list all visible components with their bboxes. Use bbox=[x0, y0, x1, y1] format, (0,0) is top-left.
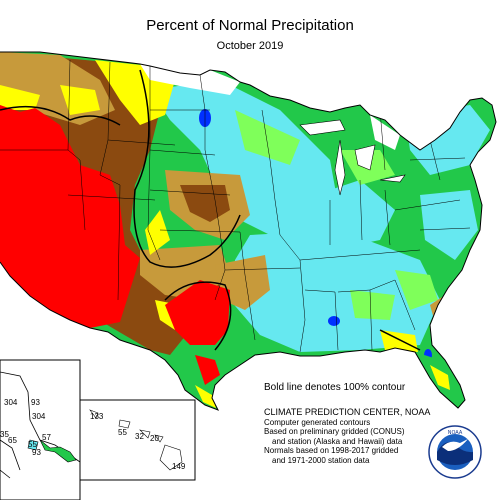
svg-text:NOAA: NOAA bbox=[448, 430, 463, 436]
map-subtitle: October 2019 bbox=[216, 40, 284, 52]
alaska-value: 304 bbox=[4, 398, 18, 407]
alaska-inset bbox=[0, 359, 81, 500]
map-title: Percent of Normal Precipitation bbox=[146, 17, 354, 34]
noaa-logo: NOAA bbox=[428, 425, 482, 479]
alaska-value: 304 bbox=[32, 412, 46, 421]
great-lakes bbox=[299, 119, 406, 196]
credit-line: Computer generated contours bbox=[264, 417, 371, 427]
contour-100 bbox=[0, 69, 421, 351]
credit-line: Normals based on 1998-2017 gridded bbox=[264, 446, 399, 455]
hawaii-value: 55 bbox=[118, 428, 127, 437]
credit-line: CLIMATE PREDICTION CENTER, NOAA bbox=[264, 407, 431, 417]
hawaii-value: 149 bbox=[172, 462, 186, 471]
credits-block: CLIMATE PREDICTION CENTER, NOAA Computer… bbox=[264, 407, 431, 465]
contour-note: Bold line denotes 100% contour bbox=[264, 382, 406, 393]
alaska-value: 65 bbox=[8, 436, 17, 445]
credit-line: and station (Alaska and Hawaii) data bbox=[272, 436, 403, 446]
credit-line: and 1971-2000 station data bbox=[272, 455, 370, 465]
conus-outline bbox=[0, 51, 497, 411]
credit-line: Based on preliminary gridded (CONUS) bbox=[264, 427, 405, 436]
state-borders bbox=[0, 59, 471, 353]
alaska-value: 35 bbox=[0, 430, 9, 439]
alaska-value: 55 bbox=[28, 440, 37, 449]
hawaii-value: 32 bbox=[135, 432, 144, 441]
hawaii-value: 20 bbox=[150, 434, 159, 443]
hawaii-value: 133 bbox=[90, 412, 104, 421]
alaska-value: 93 bbox=[31, 398, 40, 407]
hawaii-inset bbox=[79, 399, 196, 481]
alaska-value: 57 bbox=[42, 433, 51, 442]
alaska-value: 93 bbox=[32, 448, 41, 457]
